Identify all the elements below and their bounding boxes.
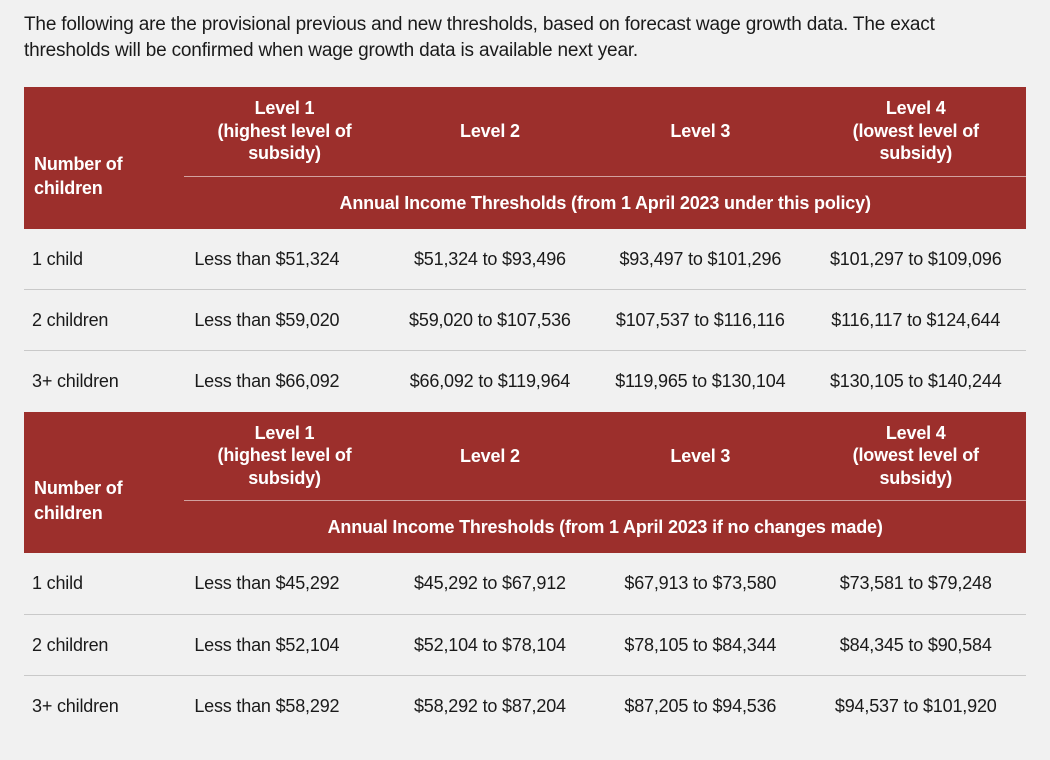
- row-label: 3+ children: [24, 351, 184, 412]
- col-header-level2: Level 2: [385, 87, 595, 176]
- cell-level3: $67,913 to $73,580: [595, 553, 805, 614]
- cell-level1: Less than $58,292: [184, 675, 384, 736]
- section-subhead-0: Annual Income Thresholds (from 1 April 2…: [184, 176, 1026, 229]
- cell-level2: $52,104 to $78,104: [385, 614, 595, 675]
- cell-level2: $51,324 to $93,496: [385, 229, 595, 290]
- row-label: 3+ children: [24, 675, 184, 736]
- cell-level1: Less than $45,292: [184, 553, 384, 614]
- col-header-level3: Level 3: [595, 412, 805, 501]
- col-header-level3: Level 3: [595, 87, 805, 176]
- cell-level3: $119,965 to $130,104: [595, 351, 805, 412]
- cell-level2: $59,020 to $107,536: [385, 290, 595, 351]
- col-header-children: Number of: [24, 412, 184, 501]
- cell-level4: $130,105 to $140,244: [806, 351, 1026, 412]
- cell-level2: $45,292 to $67,912: [385, 553, 595, 614]
- cell-level4: $94,537 to $101,920: [806, 675, 1026, 736]
- section-header-0: Number of Level 1(highest level of subsi…: [24, 87, 1026, 229]
- cell-level1: Less than $59,020: [184, 290, 384, 351]
- section-data-1: 1 child Less than $45,292 $45,292 to $67…: [24, 553, 1026, 736]
- cell-level1: Less than $66,092: [184, 351, 384, 412]
- cell-level4: $101,297 to $109,096: [806, 229, 1026, 290]
- col-header-children-cont: children: [24, 501, 184, 554]
- row-label: 1 child: [24, 553, 184, 614]
- table-row: 2 children Less than $52,104 $52,104 to …: [24, 614, 1026, 675]
- table-row: 3+ children Less than $58,292 $58,292 to…: [24, 675, 1026, 736]
- col-header-children: Number of: [24, 87, 184, 176]
- row-label: 2 children: [24, 614, 184, 675]
- col-header-level4: Level 4(lowest level of subsidy): [806, 87, 1026, 176]
- table-row: 1 child Less than $51,324 $51,324 to $93…: [24, 229, 1026, 290]
- cell-level3: $93,497 to $101,296: [595, 229, 805, 290]
- cell-level2: $58,292 to $87,204: [385, 675, 595, 736]
- cell-level3: $78,105 to $84,344: [595, 614, 805, 675]
- cell-level1: Less than $51,324: [184, 229, 384, 290]
- cell-level3: $87,205 to $94,536: [595, 675, 805, 736]
- section-data-0: 1 child Less than $51,324 $51,324 to $93…: [24, 229, 1026, 412]
- row-label: 1 child: [24, 229, 184, 290]
- cell-level4: $116,117 to $124,644: [806, 290, 1026, 351]
- section-header-1: Number of Level 1(highest level of subsi…: [24, 412, 1026, 554]
- col-header-level1: Level 1(highest level of subsidy): [184, 412, 384, 501]
- section-subhead-1: Annual Income Thresholds (from 1 April 2…: [184, 501, 1026, 554]
- threshold-document: The following are the provisional previo…: [0, 0, 1050, 760]
- table-row: 1 child Less than $45,292 $45,292 to $67…: [24, 553, 1026, 614]
- col-header-level4: Level 4(lowest level of subsidy): [806, 412, 1026, 501]
- intro-paragraph: The following are the provisional previo…: [24, 12, 984, 63]
- cell-level3: $107,537 to $116,116: [595, 290, 805, 351]
- cell-level1: Less than $52,104: [184, 614, 384, 675]
- cell-level4: $73,581 to $79,248: [806, 553, 1026, 614]
- col-header-level2: Level 2: [385, 412, 595, 501]
- col-header-children-cont: children: [24, 176, 184, 229]
- threshold-table: Number of Level 1(highest level of subsi…: [24, 87, 1026, 736]
- table-row: 3+ children Less than $66,092 $66,092 to…: [24, 351, 1026, 412]
- cell-level4: $84,345 to $90,584: [806, 614, 1026, 675]
- row-label: 2 children: [24, 290, 184, 351]
- col-header-level1: Level 1(highest level of subsidy): [184, 87, 384, 176]
- table-row: 2 children Less than $59,020 $59,020 to …: [24, 290, 1026, 351]
- cell-level2: $66,092 to $119,964: [385, 351, 595, 412]
